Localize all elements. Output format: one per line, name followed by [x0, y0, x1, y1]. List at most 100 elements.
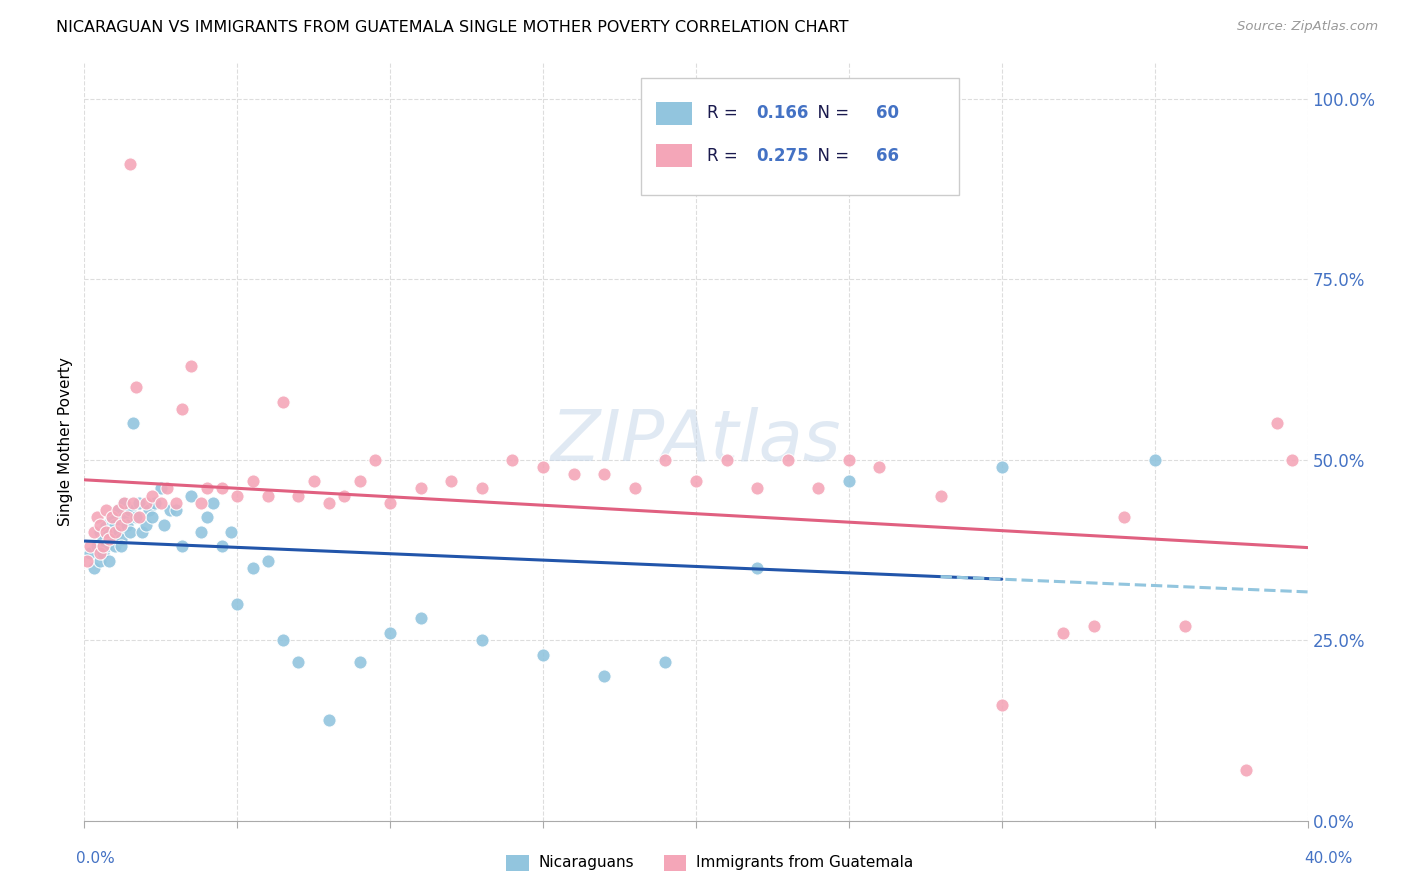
Point: [180, 359, 202, 373]
Y-axis label: Single Mother Poverty: Single Mother Poverty: [58, 357, 73, 526]
Point: [776, 452, 799, 467]
Point: [172, 402, 194, 417]
Point: [112, 496, 135, 510]
Point: [165, 496, 187, 510]
Point: [128, 496, 150, 510]
Point: [149, 482, 172, 496]
Text: Nicaraguans: Nicaraguans: [538, 855, 634, 870]
Point: [349, 475, 371, 489]
Point: [107, 503, 129, 517]
Point: [159, 503, 181, 517]
Point: [149, 496, 172, 510]
Point: [86, 539, 108, 553]
Point: [91, 546, 114, 560]
Point: [838, 452, 860, 467]
Point: [318, 713, 340, 727]
Point: [1265, 417, 1288, 431]
Point: [104, 517, 127, 532]
Point: [242, 561, 264, 575]
Text: Source: ZipAtlas.com: Source: ZipAtlas.com: [1237, 20, 1378, 33]
Point: [409, 611, 432, 625]
Point: [257, 489, 280, 503]
Point: [156, 482, 179, 496]
Point: [110, 517, 132, 532]
Point: [593, 669, 616, 683]
Point: [89, 524, 111, 539]
Point: [257, 554, 280, 568]
Point: [79, 539, 101, 553]
Point: [1143, 452, 1166, 467]
Point: [79, 546, 101, 560]
Point: [94, 539, 117, 553]
Point: [1174, 618, 1197, 632]
Bar: [641, 78, 959, 195]
Bar: [655, 145, 692, 167]
Point: [97, 532, 120, 546]
Point: [94, 517, 117, 532]
Point: [153, 517, 176, 532]
Point: [104, 539, 127, 553]
Point: [1281, 452, 1303, 467]
Point: [141, 510, 163, 524]
Text: 40.0%: 40.0%: [1305, 851, 1353, 865]
Point: [287, 489, 309, 503]
Point: [89, 554, 111, 568]
Text: N =: N =: [807, 146, 855, 165]
Point: [115, 510, 138, 524]
Point: [287, 655, 309, 669]
Text: ZIPAtlas: ZIPAtlas: [551, 407, 841, 476]
Point: [172, 539, 194, 553]
Point: [219, 524, 242, 539]
Point: [122, 496, 145, 510]
Point: [91, 532, 114, 546]
Point: [364, 452, 387, 467]
Point: [94, 524, 117, 539]
Point: [869, 459, 891, 474]
Point: [1083, 618, 1105, 632]
Point: [190, 524, 212, 539]
Point: [110, 532, 132, 546]
Point: [97, 554, 120, 568]
Point: [654, 655, 676, 669]
Point: [685, 475, 707, 489]
Point: [128, 510, 150, 524]
Text: R =: R =: [707, 146, 742, 165]
Point: [380, 496, 402, 510]
Point: [838, 475, 860, 489]
Point: [110, 539, 132, 553]
Text: 0.275: 0.275: [756, 146, 808, 165]
Point: [97, 524, 120, 539]
Point: [333, 489, 356, 503]
Point: [180, 489, 202, 503]
Point: [135, 517, 157, 532]
Text: NICARAGUAN VS IMMIGRANTS FROM GUATEMALA SINGLE MOTHER POVERTY CORRELATION CHART: NICARAGUAN VS IMMIGRANTS FROM GUATEMALA …: [56, 20, 849, 35]
Point: [165, 503, 187, 517]
Point: [440, 475, 463, 489]
Point: [135, 496, 157, 510]
Point: [211, 482, 233, 496]
Point: [112, 510, 135, 524]
Point: [226, 489, 249, 503]
Point: [89, 546, 111, 560]
Point: [716, 452, 738, 467]
Point: [89, 517, 111, 532]
Point: [624, 482, 647, 496]
Point: [201, 496, 224, 510]
Point: [271, 394, 294, 409]
Point: [115, 517, 138, 532]
Point: [471, 633, 494, 648]
Point: [747, 561, 769, 575]
Point: [120, 524, 142, 539]
Point: [991, 459, 1014, 474]
Point: [125, 510, 148, 524]
Point: [226, 597, 249, 611]
Point: [380, 626, 402, 640]
Text: 66: 66: [876, 146, 898, 165]
Point: [562, 467, 585, 481]
Point: [1052, 626, 1074, 640]
Point: [101, 510, 124, 524]
Point: [107, 524, 129, 539]
Point: [1114, 510, 1136, 524]
Point: [104, 524, 127, 539]
Point: [471, 482, 494, 496]
